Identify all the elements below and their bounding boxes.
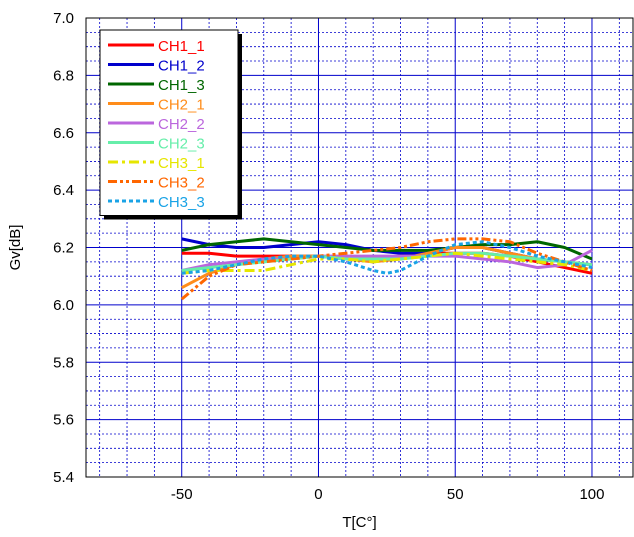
legend-label: CH2_1 (158, 97, 205, 114)
y-tick-label: 5.8 (53, 354, 74, 371)
x-axis-label: T[C°] (342, 514, 376, 531)
legend-label: CH2_3 (158, 136, 205, 153)
legend-label: CH1_3 (158, 77, 205, 94)
y-axis-label: Gv[dB] (7, 225, 24, 271)
x-tick-label: 50 (447, 486, 464, 503)
legend-label: CH3_1 (158, 155, 205, 172)
x-tick-label: 0 (314, 486, 322, 503)
y-tick-label: 6.8 (53, 67, 74, 84)
legend-label: CH1_1 (158, 38, 205, 55)
series-lines (180, 237, 593, 301)
axis-ticks: 5.4 5.6 5.8 6.0 6.2 6.4 6.6 6.8 7.0 -50 0 50 100 (53, 10, 604, 503)
series-line-ch2-2 (181, 249, 593, 272)
grid (86, 17, 633, 478)
series-line-ch3-1 (181, 251, 593, 275)
legend-label: CH3_2 (158, 175, 205, 192)
y-tick-label: 6.6 (53, 125, 74, 142)
y-tick-label: 6.4 (53, 182, 74, 199)
y-tick-label: 6.0 (53, 297, 74, 314)
legend-label: CH3_3 (158, 194, 205, 211)
legend-label: CH1_2 (158, 58, 205, 75)
x-tick-label: 100 (579, 486, 604, 503)
series-line-ch3-2 (180, 237, 593, 301)
plot-frame (85, 17, 634, 478)
y-tick-label: 5.4 (53, 469, 74, 486)
y-tick-label: 7.0 (53, 10, 74, 27)
y-tick-label: 6.2 (53, 240, 74, 257)
legend: CH1_1 CH1_2 CH1_3 CH2_1 CH2_2 CH2_3 CH3_1 CH3_2… (99, 29, 242, 220)
legend-label: CH2_2 (158, 116, 205, 133)
y-tick-label: 5.6 (53, 412, 74, 429)
x-tick-label: -50 (171, 486, 193, 503)
